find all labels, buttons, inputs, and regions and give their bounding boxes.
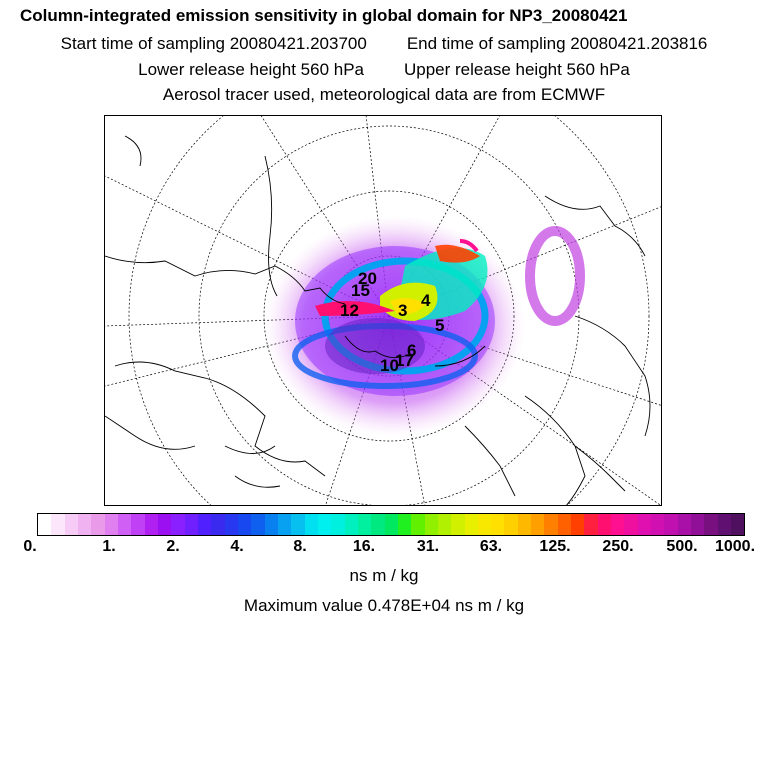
- sensitivity-field: [265, 216, 585, 436]
- colorbar-swatch: [211, 514, 225, 535]
- colorbar-swatch: [397, 514, 412, 535]
- colorbar-swatch: [651, 514, 665, 535]
- tick-label: 500.: [666, 538, 698, 555]
- colorbar-swatch: [344, 514, 358, 535]
- colorbar-swatch: [437, 514, 452, 535]
- colorbar-swatch: [357, 514, 372, 535]
- colorbar-swatch: [131, 514, 145, 535]
- sampling-times: Start time of sampling 20080421.203700 En…: [0, 34, 768, 54]
- colorbar-swatch: [611, 514, 625, 535]
- colorbar-swatch: [677, 514, 692, 535]
- colorbar-swatch: [64, 514, 78, 535]
- colorbar-swatch: [624, 514, 638, 535]
- tick-label: 0.: [23, 538, 37, 555]
- colorbar-swatch: [491, 514, 505, 535]
- colorbar-swatch: [144, 514, 158, 535]
- tick-label: 125.: [539, 538, 571, 555]
- colorbar-swatch: [517, 514, 532, 535]
- colorbar-swatch: [477, 514, 492, 535]
- colorbar-swatch: [531, 514, 545, 535]
- colorbar-swatch: [91, 514, 105, 535]
- colorbar-units: ns m / kg: [349, 566, 419, 585]
- tick-label: 250.: [602, 538, 634, 555]
- colorbar-swatch: [637, 514, 652, 535]
- colorbar-swatch: [464, 514, 478, 535]
- release-heights: Lower release height 560 hPa Upper releas…: [0, 60, 768, 80]
- colorbar-swatch: [597, 514, 612, 535]
- map-canvas: 3 4 5 6 10 12 15 17 20: [105, 116, 661, 505]
- coastlines: [105, 135, 651, 505]
- tick-label: 1.: [102, 538, 116, 555]
- polar-map: 3 4 5 6 10 12 15 17 20: [104, 115, 662, 506]
- colorbar: [37, 513, 745, 536]
- tick-label: 31.: [416, 538, 440, 555]
- colorbar-swatch: [237, 514, 252, 535]
- colorbar-swatch: [544, 514, 558, 535]
- colorbar-swatch: [277, 514, 292, 535]
- colorbar-swatch: [371, 514, 385, 535]
- colorbar-swatch: [251, 514, 265, 535]
- colorbar-swatch: [104, 514, 118, 535]
- tick-label: 2.: [166, 538, 180, 555]
- colorbar-swatch: [691, 514, 705, 535]
- colorbar-swatch: [704, 514, 718, 535]
- colorbar-swatch: [504, 514, 518, 535]
- tick-label: 16.: [352, 538, 376, 555]
- colorbar-swatch: [424, 514, 438, 535]
- colorbar-swatch: [557, 514, 572, 535]
- colorbar-swatch: [224, 514, 238, 535]
- time-label: 4: [421, 291, 431, 310]
- colorbar-ticks: 0. 1. 2. 4. 8. 16. 31. 63. 125. 250. 500…: [0, 538, 768, 558]
- colorbar-swatch: [117, 514, 132, 535]
- time-label: 3: [398, 301, 407, 320]
- time-label: 10: [380, 356, 399, 375]
- colorbar-swatch: [384, 514, 398, 535]
- colorbar-swatch: [304, 514, 318, 535]
- colorbar-swatch: [717, 514, 732, 535]
- time-labels: 3 4 5 6 10 12 15 17 20: [340, 269, 444, 375]
- colorbar-swatch: [331, 514, 345, 535]
- colorbar-swatch: [571, 514, 585, 535]
- time-label: 20: [358, 269, 377, 288]
- colorbar-swatch: [264, 514, 278, 535]
- tick-label: 4.: [230, 538, 244, 555]
- upper-release-height: Upper release height 560 hPa: [404, 60, 630, 79]
- colorbar-swatch: [451, 514, 465, 535]
- plot-title: Column-integrated emission sensitivity i…: [20, 6, 628, 25]
- lower-release-height: Lower release height 560 hPa: [138, 60, 364, 79]
- start-time: Start time of sampling 20080421.203700: [60, 34, 367, 53]
- colorbar-swatch: [197, 514, 212, 535]
- colorbar-swatch: [77, 514, 92, 535]
- colorbar-swatch: [664, 514, 678, 535]
- colorbar-swatch: [291, 514, 305, 535]
- colorbar-swatch: [184, 514, 198, 535]
- colorbar-swatch: [411, 514, 425, 535]
- time-label: 12: [340, 301, 359, 320]
- time-label: 5: [435, 316, 444, 335]
- colorbar-swatch: [38, 514, 52, 535]
- end-time: End time of sampling 20080421.203816: [406, 34, 708, 53]
- time-label: 6: [407, 341, 416, 360]
- colorbar-swatch: [731, 514, 745, 535]
- maximum-value: Maximum value 0.478E+04 ns m / kg: [243, 596, 525, 615]
- tracer-note: Aerosol tracer used, meteorological data…: [162, 85, 606, 104]
- colorbar-swatch: [584, 514, 598, 535]
- colorbar-swatch: [171, 514, 185, 535]
- tick-label: 8.: [293, 538, 307, 555]
- tick-label: 63.: [479, 538, 503, 555]
- time-label: 15: [351, 281, 370, 300]
- tick-label: 1000.: [714, 538, 756, 555]
- colorbar-swatch: [157, 514, 172, 535]
- colorbar-swatch: [51, 514, 65, 535]
- time-label: 17: [395, 351, 414, 370]
- colorbar-swatch: [317, 514, 332, 535]
